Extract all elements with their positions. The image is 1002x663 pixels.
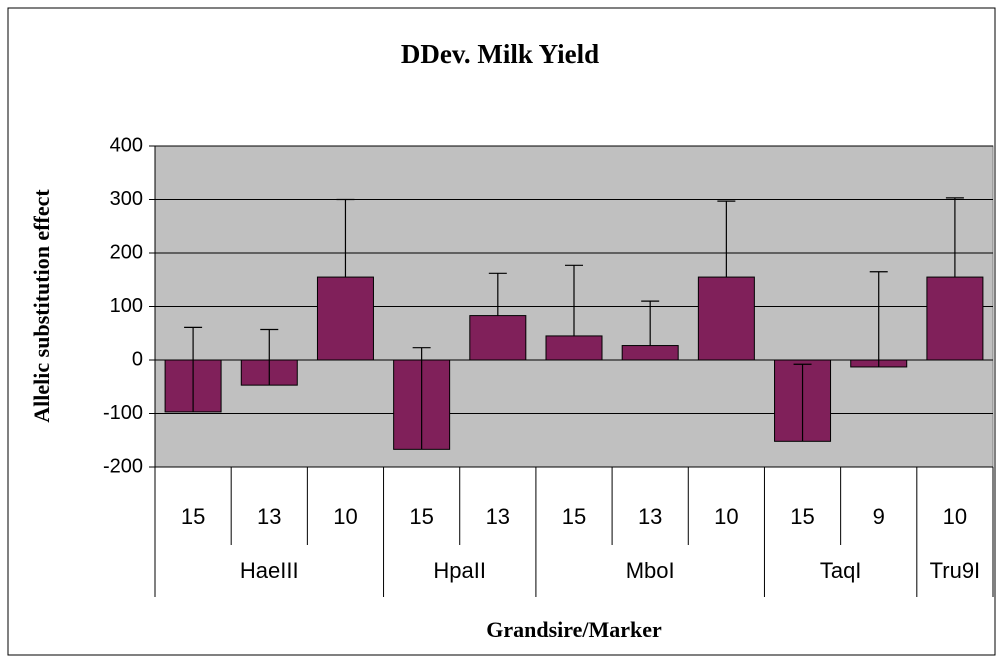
bar xyxy=(621,345,679,361)
x-tick-label: 9 xyxy=(873,504,885,529)
x-tick-label: 15 xyxy=(790,504,814,529)
group-label: Tru9I xyxy=(930,558,981,583)
y-tick-label: 400 xyxy=(110,134,143,156)
bar xyxy=(926,276,984,361)
x-tick-label: 15 xyxy=(409,504,433,529)
x-tick-label: 13 xyxy=(486,504,510,529)
error-bar xyxy=(793,363,812,442)
x-tick-label: 13 xyxy=(638,504,662,529)
x-tick-label: 10 xyxy=(943,504,967,529)
error-bar xyxy=(945,197,964,278)
bar xyxy=(545,335,603,361)
error-bar xyxy=(184,326,203,412)
y-tick-label: 200 xyxy=(110,241,143,263)
chart-title: DDev. Milk Yield xyxy=(401,39,599,69)
group-label: HaeIII xyxy=(240,558,299,583)
error-bar xyxy=(488,272,507,316)
group-label: MboI xyxy=(626,558,675,583)
y-tick-label: 0 xyxy=(132,348,143,370)
y-tick-label: 100 xyxy=(110,295,143,317)
error-bar xyxy=(260,328,279,386)
error-bar xyxy=(717,200,736,278)
error-bar xyxy=(336,198,355,278)
error-bar xyxy=(565,264,583,336)
y-tick-label: 300 xyxy=(110,188,143,210)
group-label: HpaII xyxy=(433,558,486,583)
error-bar xyxy=(412,347,431,450)
y-axis-title: Allelic substitution effect xyxy=(29,189,54,423)
x-tick-label: 15 xyxy=(562,504,586,529)
x-tick-label: 15 xyxy=(181,504,205,529)
bar xyxy=(469,315,527,361)
y-tick-label: -200 xyxy=(103,455,143,477)
bar xyxy=(697,276,755,361)
bar xyxy=(316,276,374,361)
error-bar xyxy=(641,300,660,346)
y-tick-label: -100 xyxy=(103,402,143,424)
group-label: TaqI xyxy=(820,558,862,583)
error-bar xyxy=(869,271,888,367)
x-tick-label: 13 xyxy=(257,504,281,529)
x-tick-label: 10 xyxy=(714,504,738,529)
x-tick-label: 10 xyxy=(333,504,357,529)
x-axis-title: Grandsire/Marker xyxy=(486,617,662,642)
